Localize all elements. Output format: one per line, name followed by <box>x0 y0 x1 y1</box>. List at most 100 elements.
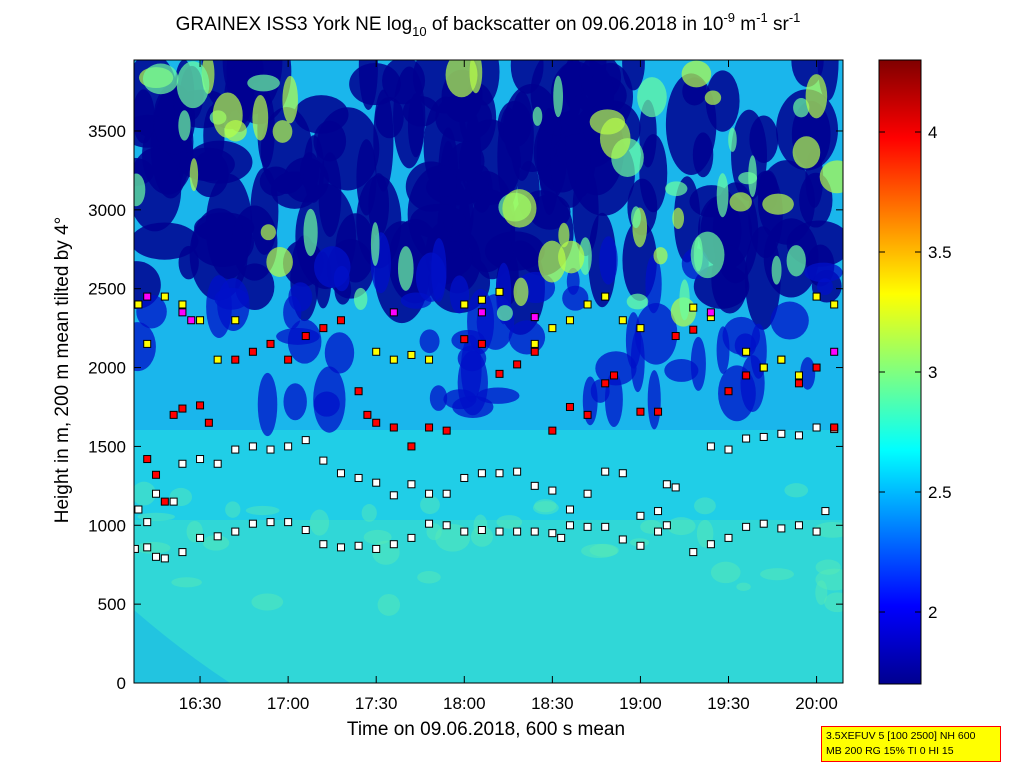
heatmap-low-blob <box>276 328 320 345</box>
chart-title: GRAINEX ISS3 York NE log10 of backscatte… <box>176 10 801 39</box>
layer-marker <box>134 300 143 309</box>
layer-marker <box>548 324 557 333</box>
layer-marker <box>610 371 619 380</box>
info-line-2: MB 200 RG 15% TI 0 HI 15 <box>826 745 954 757</box>
heatmap-high-blob <box>502 189 537 228</box>
layer-marker <box>689 325 698 334</box>
layer-marker <box>143 339 152 348</box>
layer-marker <box>565 521 574 530</box>
colorbar-tick-label: 3 <box>928 363 937 382</box>
heatmap-high-blob <box>693 236 703 272</box>
y-tick-label: 2500 <box>88 280 126 299</box>
y-tick-label: 1500 <box>88 437 126 456</box>
heatmap-high-blob <box>710 561 741 584</box>
heatmap-high-blob <box>665 181 688 197</box>
heatmap-low-blob <box>817 278 833 296</box>
layer-marker <box>601 292 610 301</box>
layer-marker <box>372 418 381 427</box>
layer-marker <box>319 540 328 549</box>
heatmap-high-blob <box>815 580 828 605</box>
x-tick-label: 16:30 <box>179 694 222 713</box>
heatmap-high-blob <box>225 501 241 518</box>
heatmap-low-blob <box>665 73 717 175</box>
heatmap-low-blob <box>214 287 249 310</box>
layer-marker <box>706 308 715 317</box>
layer-marker <box>742 434 751 443</box>
colorbar-axis: 2 2.5 3 3.5 4 <box>879 123 952 622</box>
layer-marker <box>794 431 803 440</box>
layer-marker <box>372 347 381 356</box>
colorbar-tick-label: 3.5 <box>928 243 952 262</box>
heatmap-high-blob <box>178 110 191 141</box>
heatmap-high-blob <box>135 541 171 554</box>
heatmap-low-blob <box>604 371 623 428</box>
heatmap-low-blob <box>435 93 492 143</box>
heatmap-high-blob <box>538 240 566 283</box>
layer-marker <box>812 423 821 432</box>
heatmap-low-blob <box>718 365 756 422</box>
heatmap-high-blob <box>397 246 414 291</box>
heatmap-high-blob <box>815 568 843 591</box>
heatmap-high-blob <box>694 497 716 515</box>
layer-marker <box>354 387 363 396</box>
heatmap-low-blob <box>356 139 377 216</box>
heatmap-low-blob <box>664 358 699 382</box>
heatmap-high-blob <box>729 192 752 212</box>
heatmap-cells <box>134 60 843 616</box>
layer-marker <box>231 445 240 454</box>
x-tick-label: 17:30 <box>355 694 398 713</box>
heatmap-low-blob <box>562 285 589 311</box>
layer-marker <box>178 300 187 309</box>
heatmap-high-blob <box>558 222 570 248</box>
heatmap-high-blob <box>496 515 523 529</box>
layer-marker <box>213 532 222 541</box>
heatmap-high-blob <box>653 247 668 265</box>
layer-marker <box>565 402 574 411</box>
y-tick-label: 500 <box>98 595 126 614</box>
layer-marker <box>425 489 434 498</box>
heatmap-high-blob <box>134 173 146 207</box>
layer-marker <box>830 423 839 432</box>
layer-marker <box>777 429 786 438</box>
layer-marker <box>477 339 486 348</box>
layer-marker <box>583 522 592 531</box>
heatmap-high-blob <box>303 208 318 257</box>
heatmap-high-blob <box>282 75 298 124</box>
layer-marker <box>477 526 486 535</box>
layer-marker <box>425 423 434 432</box>
heatmap-high-blob <box>142 63 179 95</box>
heatmap-high-blob <box>581 543 618 558</box>
colorbar-tick-label: 2.5 <box>928 483 952 502</box>
layer-marker <box>706 540 715 549</box>
layer-marker <box>706 442 715 451</box>
heatmap-low-blob <box>448 141 485 182</box>
heatmap-high-blob <box>469 60 483 94</box>
heatmap-high-blob <box>189 158 199 192</box>
layer-marker <box>248 347 257 356</box>
heatmap-high-blob <box>631 206 641 229</box>
heatmap-high-blob <box>245 505 280 516</box>
x-tick-label: 18:00 <box>443 694 486 713</box>
layer-marker <box>196 316 205 325</box>
settings-info-box: 3.5XEFUV 5 [100 2500] NH 600 MB 200 RG 1… <box>821 726 1001 762</box>
layer-marker <box>372 478 381 487</box>
layer-marker <box>530 313 539 322</box>
layer-marker <box>530 481 539 490</box>
layer-marker <box>425 355 434 364</box>
layer-marker <box>618 469 627 478</box>
layer-marker <box>178 548 187 557</box>
heatmap-high-blob <box>534 499 557 513</box>
layer-marker <box>812 292 821 301</box>
heatmap-high-blob <box>793 98 810 118</box>
layer-marker <box>601 522 610 531</box>
layer-marker <box>178 404 187 413</box>
layer-marker <box>565 316 574 325</box>
heatmap-high-blob <box>202 535 230 551</box>
layer-marker <box>284 442 293 451</box>
heatmap-low-blob <box>134 222 199 260</box>
layer-marker <box>266 339 275 348</box>
heatmap-high-blob <box>417 571 441 584</box>
heatmap-high-blob <box>738 172 758 185</box>
layer-marker <box>301 526 310 535</box>
layer-marker <box>143 455 152 464</box>
